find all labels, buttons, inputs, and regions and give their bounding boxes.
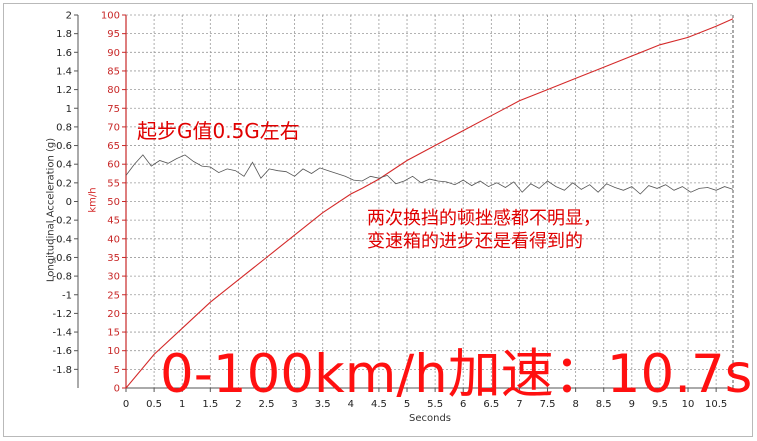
y-right-tick-label: 95 bbox=[107, 29, 120, 40]
y-right-tick-label: 35 bbox=[107, 253, 120, 264]
y-left-tick-label: 0.4 bbox=[56, 160, 72, 171]
launch-g-annotation: 起步G值0.5G左右 bbox=[137, 119, 300, 143]
y-right-tick-label: 20 bbox=[107, 309, 120, 320]
x-tick-label: 4.5 bbox=[371, 399, 387, 410]
y-left-tick-label: 1.8 bbox=[56, 29, 72, 40]
y-axis-label-right-text: km/h bbox=[87, 187, 99, 213]
x-tick-label: 8.5 bbox=[596, 399, 612, 410]
shift-annotation-line-1: 两次换挡的顿挫感都不明显， bbox=[367, 208, 601, 229]
x-tick-label: 9.5 bbox=[652, 399, 668, 410]
y-left-tick-label: 2 bbox=[66, 11, 72, 22]
y-right-tick-label: 55 bbox=[107, 178, 120, 189]
speed-series-line bbox=[125, 18, 734, 389]
shift-annotation: 两次换挡的顿挫感都不明显， 变速箱的进步还是看得到的 bbox=[367, 207, 601, 253]
x-tick-label: 4 bbox=[348, 399, 354, 410]
x-tick-label: 6.5 bbox=[483, 399, 499, 410]
y-right-tick-label: 15 bbox=[107, 328, 120, 339]
x-tick-label: 8 bbox=[572, 399, 578, 410]
y-left-tick-label: 0 bbox=[66, 197, 72, 208]
y-right-tick-label: 5 bbox=[114, 365, 120, 376]
x-tick-label: 2 bbox=[235, 399, 241, 410]
y-left-tick-label: 1.4 bbox=[56, 66, 72, 77]
y-left-tick-label: -1.2 bbox=[52, 309, 72, 320]
x-tick-label: 10 bbox=[682, 399, 695, 410]
y-right-tick-label: 25 bbox=[107, 290, 120, 301]
y-right-tick-label: 45 bbox=[107, 216, 120, 227]
y-right-tick-label: 100 bbox=[101, 11, 120, 22]
y-left-tick-label: 0.2 bbox=[56, 178, 72, 189]
y-right-tick-label: 0 bbox=[114, 384, 120, 395]
x-tick-label: 7.5 bbox=[540, 399, 556, 410]
y-axis-label-right: km/h bbox=[84, 170, 102, 230]
y-right-tick-label: 50 bbox=[107, 197, 120, 208]
x-tick-label: 5.5 bbox=[427, 399, 443, 410]
x-tick-label: 2.5 bbox=[259, 399, 275, 410]
y-right-tick-label: 60 bbox=[107, 160, 120, 171]
y-left-tick-label: -1.6 bbox=[52, 346, 72, 357]
x-tick-label: 3 bbox=[291, 399, 297, 410]
y-left-tick-label: -1.4 bbox=[52, 328, 72, 339]
y-left-tick-label: -0.2 bbox=[52, 216, 72, 227]
y-right-tick-label: 10 bbox=[107, 346, 120, 357]
y-left-tick-label: -1 bbox=[62, 290, 72, 301]
y-right-tick-label: 80 bbox=[107, 85, 120, 96]
x-tick-label: 1.5 bbox=[202, 399, 218, 410]
y-right-tick-label: 85 bbox=[107, 66, 120, 77]
x-axis-label: Seconds bbox=[408, 413, 451, 424]
x-tick-label: 0 bbox=[123, 399, 129, 410]
y-right-tick-label: 75 bbox=[107, 104, 120, 115]
y-left-tick-label: -0.8 bbox=[52, 272, 72, 283]
x-tick-label: 10.5 bbox=[705, 399, 727, 410]
y-left-tick-label: -0.4 bbox=[52, 234, 72, 245]
y-right-tick-label: 30 bbox=[107, 272, 120, 283]
x-tick-label: 0.5 bbox=[146, 399, 162, 410]
acceleration-series-line bbox=[125, 154, 734, 195]
y-left-tick-label: 1.6 bbox=[56, 48, 72, 59]
y-right-tick-label: 40 bbox=[107, 234, 120, 245]
y-left-tick-label: 0.6 bbox=[56, 141, 72, 152]
shift-annotation-line-2: 变速箱的进步还是看得到的 bbox=[367, 231, 583, 252]
y-left-tick-label: 1 bbox=[66, 104, 72, 115]
y-right-tick-label: 90 bbox=[107, 48, 120, 59]
x-tick-label: 3.5 bbox=[315, 399, 331, 410]
acceleration-result: 0-100km/h加速：10.7s bbox=[160, 344, 753, 405]
y-left-tick-label: 0.8 bbox=[56, 122, 72, 133]
y-axis-label-left-text: Longitudinal Acceleration (g) bbox=[45, 137, 57, 283]
y-right-tick-label: 70 bbox=[107, 122, 120, 133]
y-left-tick-label: -1.8 bbox=[52, 365, 72, 376]
y-left-tick-label: -0.6 bbox=[52, 253, 72, 264]
chart-frame bbox=[3, 3, 753, 437]
x-tick-label: 9 bbox=[629, 399, 635, 410]
y-axis-label-left: Longitudinal Acceleration (g) bbox=[42, 105, 60, 315]
x-tick-label: 1 bbox=[179, 399, 185, 410]
y-left-tick-label: 1.2 bbox=[56, 85, 72, 96]
x-tick-label: 7 bbox=[516, 399, 522, 410]
y-right-tick-label: 65 bbox=[107, 141, 120, 152]
x-tick-label: 6 bbox=[460, 399, 466, 410]
x-tick-label: 5 bbox=[404, 399, 410, 410]
